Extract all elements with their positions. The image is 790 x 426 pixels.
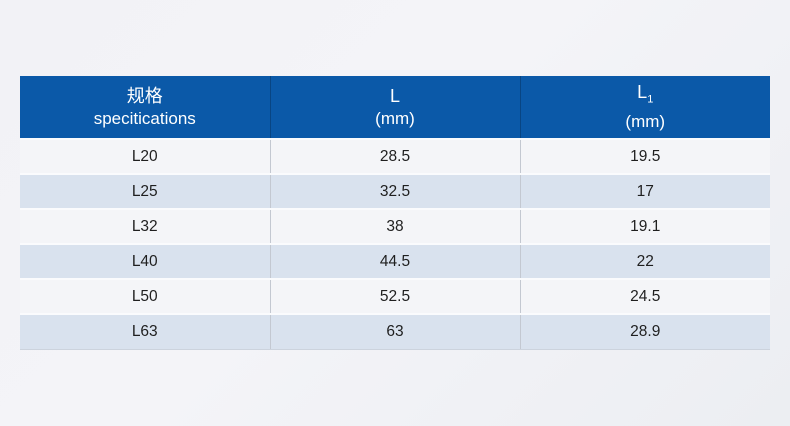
l1-value-cell: 22 bbox=[519, 243, 770, 279]
spec-cell: L32 bbox=[20, 208, 270, 244]
specification-table: 规格 specitications L (mm) L1 (mm) L20 28.… bbox=[20, 76, 770, 350]
spec-cell: L25 bbox=[20, 173, 270, 209]
l1-value-cell: 28.9 bbox=[519, 313, 770, 350]
table-header: 规格 specitications L (mm) L1 (mm) bbox=[20, 76, 770, 139]
header-l1-base: L bbox=[637, 81, 648, 102]
l-value-cell: 52.5 bbox=[269, 278, 520, 314]
header-l-symbol: L bbox=[389, 85, 400, 106]
table-row-l63: L63 63 28.9 bbox=[20, 313, 770, 350]
header-l1-symbol: L1 bbox=[521, 81, 771, 112]
table-row-l32: L32 38 19.1 bbox=[20, 208, 770, 244]
l-value-cell: 28.5 bbox=[269, 138, 520, 174]
spec-cell: L50 bbox=[20, 278, 270, 314]
l1-value-cell: 17 bbox=[519, 173, 770, 209]
header-l1-subscript: 1 bbox=[647, 93, 654, 106]
header-specifications-cn: 规格 bbox=[126, 85, 163, 106]
header-l-unit: (mm) bbox=[375, 108, 415, 128]
l-value-cell: 63 bbox=[269, 313, 520, 350]
column-header-l: L (mm) bbox=[269, 76, 520, 139]
l1-value-cell: 24.5 bbox=[519, 278, 770, 314]
column-header-l1: L1 (mm) bbox=[519, 76, 771, 139]
spec-cell: L63 bbox=[20, 313, 270, 350]
spec-cell: L20 bbox=[20, 138, 270, 174]
l-value-cell: 32.5 bbox=[269, 173, 520, 209]
column-header-specifications: 规格 specitications bbox=[20, 76, 270, 139]
l1-value-cell: 19.1 bbox=[519, 208, 770, 244]
l1-value-cell: 19.5 bbox=[519, 138, 770, 174]
l-value-cell: 38 bbox=[269, 208, 520, 244]
header-row: 规格 specitications L (mm) L1 (mm) bbox=[20, 76, 770, 139]
spec-cell: L40 bbox=[20, 243, 270, 279]
header-l1-unit: (mm) bbox=[625, 112, 666, 132]
table-row-l25: L25 32.5 17 bbox=[20, 173, 770, 209]
table-body: L20 28.5 19.5 L25 32.5 17 L32 38 19.1 L4… bbox=[20, 138, 770, 350]
header-specifications-en: specitications bbox=[93, 108, 196, 128]
table-row-l40: L40 44.5 22 bbox=[20, 243, 770, 279]
table-row-l20: L20 28.5 19.5 bbox=[20, 138, 770, 174]
table-row-l50: L50 52.5 24.5 bbox=[20, 278, 770, 314]
l-value-cell: 44.5 bbox=[269, 243, 520, 279]
